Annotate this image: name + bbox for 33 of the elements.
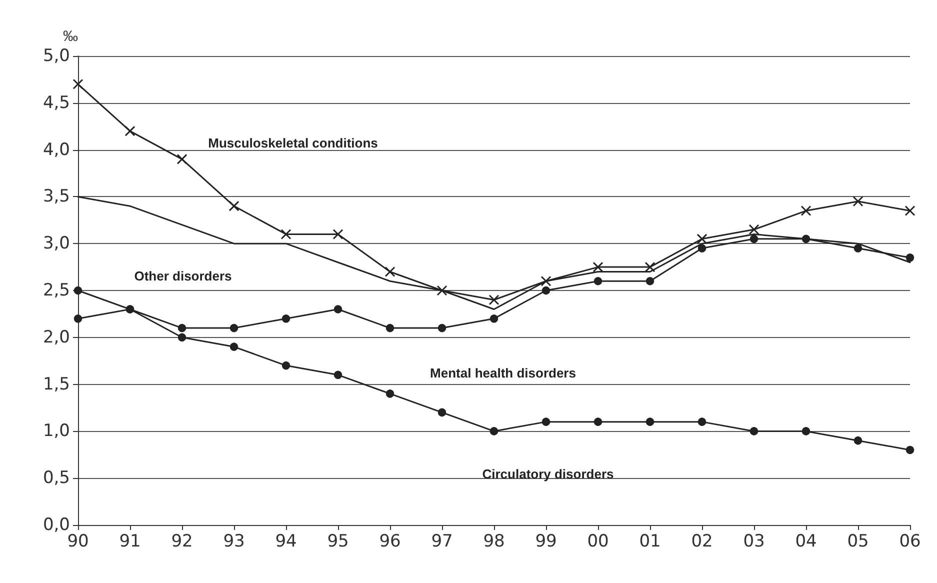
x-tick-label: 05 — [847, 532, 869, 552]
y-tick-label: 1,5 — [42, 374, 70, 394]
y-axis-title: ‰ — [63, 28, 78, 45]
y-tick-label: 3,5 — [42, 186, 70, 207]
x-tick-label: 91 — [119, 532, 141, 552]
x-tick-label: 99 — [535, 532, 557, 552]
x-tick-label: 95 — [327, 532, 349, 552]
x-tick-label: 90 — [67, 532, 89, 552]
y-tick-label: 4,5 — [42, 92, 70, 113]
x-tick-label: 93 — [223, 532, 245, 552]
y-tick-label: 0,5 — [42, 468, 70, 488]
x-tick-label: 00 — [587, 532, 609, 552]
y-tick-label: 1,0 — [42, 421, 70, 442]
y-tick-label: 4,0 — [42, 140, 70, 160]
x-tick-label: 04 — [795, 532, 817, 552]
x-tick-label: 92 — [171, 532, 193, 552]
annotation: Other disorders — [134, 268, 232, 284]
x-tick-label: 94 — [275, 532, 297, 552]
annotation: Mental health disorders — [430, 366, 576, 380]
x-tick-label: 02 — [691, 532, 713, 552]
y-tick-label: 5,0 — [42, 46, 70, 66]
y-tick-label: 2,0 — [42, 327, 70, 348]
x-tick-label: 98 — [483, 532, 505, 552]
x-tick-label: 03 — [743, 532, 765, 552]
x-tick-label: 06 — [899, 532, 921, 552]
x-tick-label: 01 — [639, 532, 661, 552]
y-tick-label: 0,0 — [42, 515, 70, 535]
y-tick-label: 3,0 — [42, 234, 70, 254]
y-tick-label: 2,5 — [42, 280, 70, 300]
annotation: Musculoskeletal conditions — [208, 136, 378, 150]
x-tick-label: 97 — [431, 532, 453, 552]
x-tick-label: 96 — [379, 532, 401, 552]
annotation: Circulatory disorders — [482, 466, 614, 482]
